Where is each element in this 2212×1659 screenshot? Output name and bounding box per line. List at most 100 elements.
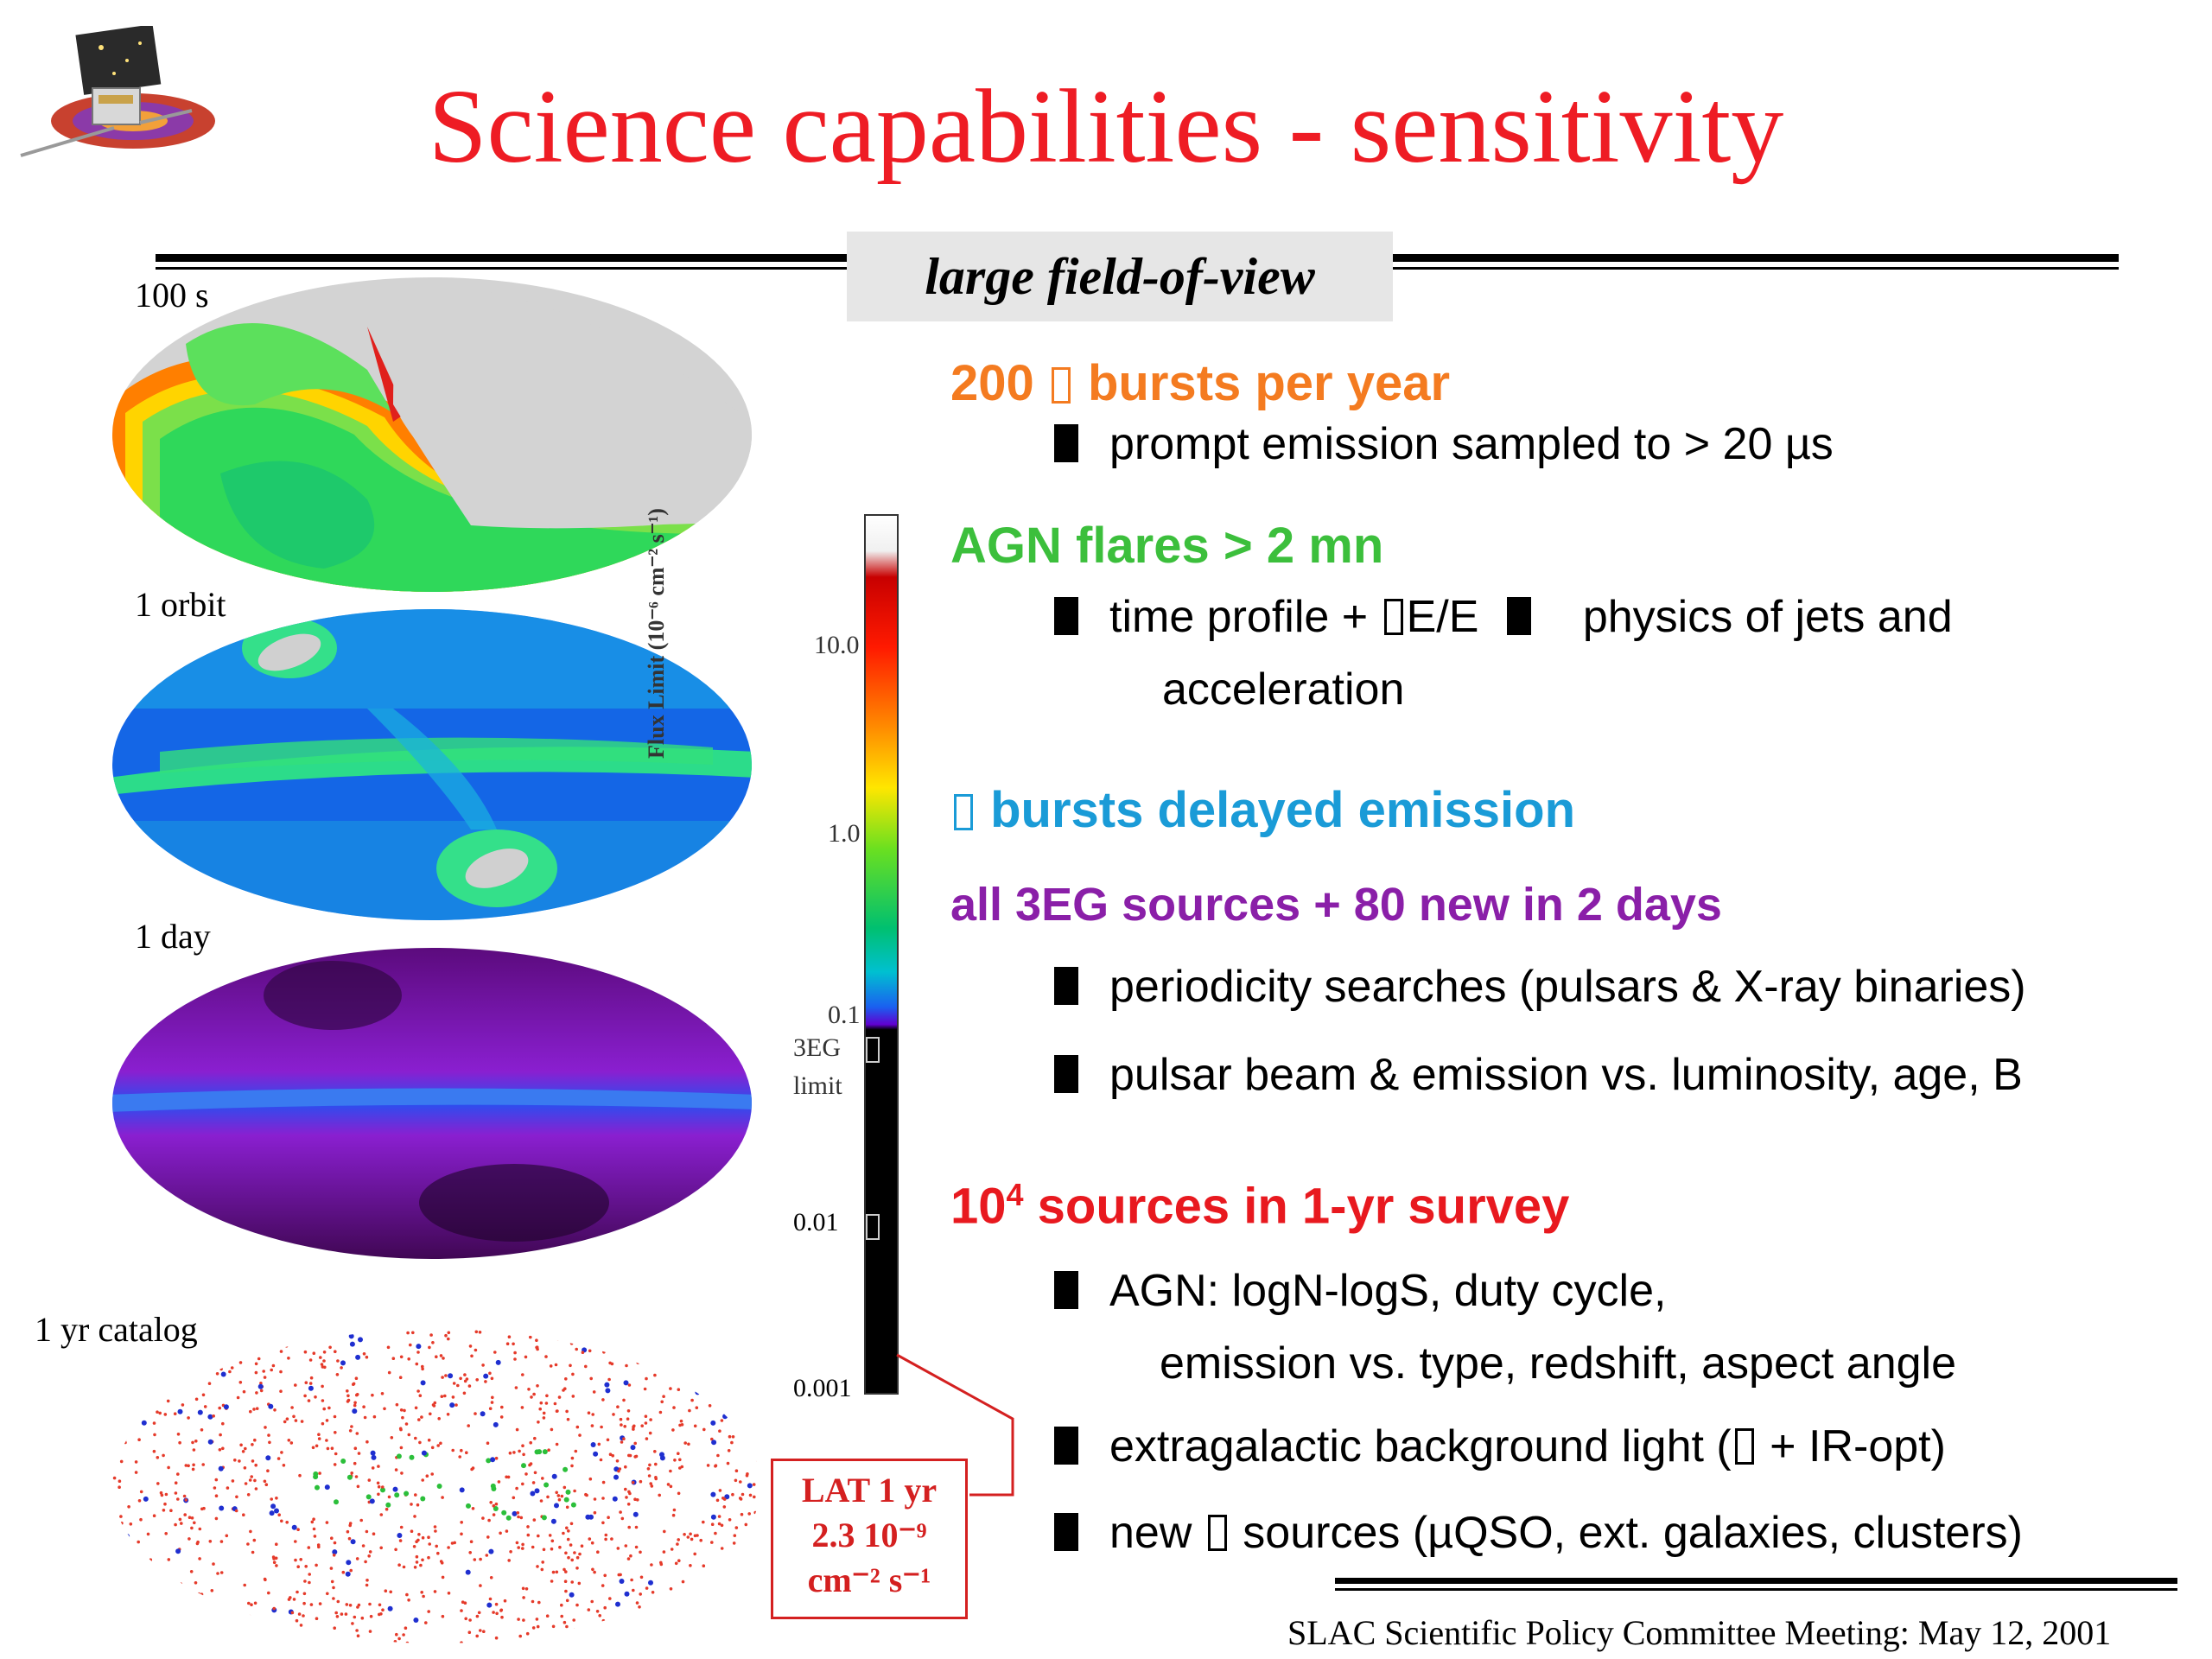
catalog-source-dot [134,1329,137,1333]
lat-sensitivity-box: LAT 1 yr 2.3 10⁻⁹ cm⁻² s⁻¹ [771,1459,968,1619]
catalog-source-dot [623,1425,626,1428]
catalog-source-dot [534,1488,540,1494]
catalog-source-dot [300,1634,303,1638]
catalog-source-dot [134,1411,137,1415]
catalog-source-dot [264,1578,267,1582]
catalog-source-dot [177,1408,183,1414]
catalog-source-dot [369,1498,375,1504]
catalog-source-dot [244,1482,248,1485]
map-label-catalog: 1 yr catalog [35,1310,198,1349]
catalog-source-dot [669,1587,673,1591]
catalog-source-dot [365,1355,369,1359]
catalog-source-dot [174,1491,178,1495]
catalog-source-dot [527,1388,531,1391]
catalog-source-dot [570,1502,576,1508]
catalog-source-dot [251,1616,254,1620]
catalog-source-dot [370,1450,376,1456]
catalog-source-dot [564,1570,568,1573]
catalog-source-dot [376,1481,380,1485]
catalog-source-dot [702,1564,706,1567]
catalog-source-dot [615,1459,620,1463]
catalog-source-dot [593,1510,597,1515]
delayed-emission-heading: bursts delayed emission [950,781,1575,839]
catalog-source-dot [565,1489,571,1495]
catalog-source-dot [563,1567,566,1572]
catalog-source-dot [206,1359,210,1363]
catalog-source-dot [240,1343,245,1347]
catalog-source-dot [144,1607,149,1611]
catalog-source-dot [138,1644,142,1648]
catalog-source-dot [219,1571,224,1574]
catalog-source-dot [254,1362,258,1366]
catalog-source-dot [634,1545,639,1549]
catalog-source-dot [490,1376,494,1381]
catalog-source-dot [410,1529,414,1533]
catalog-source-dot [734,1478,738,1483]
delta-symbol-icon [1383,599,1403,635]
catalog-source-dot [244,1630,247,1634]
catalog-source-dot [557,1497,562,1502]
survey-heading: 104 sources in 1-yr survey [950,1177,1570,1235]
catalog-source-dot [488,1371,492,1376]
catalog-source-dot [706,1596,710,1600]
catalog-source-dot [143,1329,148,1332]
catalog-source-dot [332,1554,336,1557]
catalog-source-dot [285,1521,289,1524]
catalog-source-dot [130,1560,134,1563]
catalog-source-dot [710,1491,716,1497]
catalog-source-dot [587,1411,591,1414]
catalog-source-dot [708,1404,712,1408]
survey-bullet: AGN: logN-logS, duty cycle, [1054,1265,1666,1317]
catalog-source-dot [259,1389,264,1393]
catalog-source-dot [447,1546,450,1549]
subtitle-box: large field-of-view [847,232,1393,321]
catalog-source-dot [347,1536,352,1541]
catalog-source-dot [154,1372,158,1376]
catalog-source-dot [335,1615,340,1618]
catalog-source-dot [274,1508,279,1514]
catalog-source-dot [479,1629,482,1632]
catalog-source-dot [137,1344,141,1349]
catalog-source-dot [573,1628,576,1632]
catalog-source-dot [635,1601,639,1605]
catalog-source-dot [183,1370,189,1376]
catalog-source-dot [143,1496,149,1502]
catalog-source-dot [475,1634,479,1638]
survey-bullet: extragalactic background light ( + IR-op… [1054,1421,1946,1472]
catalog-source-dot [534,1449,540,1455]
catalog-source-dot [417,1418,421,1421]
catalog-source-dot [752,1483,756,1486]
catalog-source-dot [179,1332,183,1336]
catalog-source-dot [481,1516,485,1520]
catalog-source-dot [760,1353,764,1357]
catalog-source-dot [355,1557,359,1560]
catalog-source-dot [409,1343,412,1347]
catalog-source-dot [437,1417,442,1421]
catalog-source-dot [192,1448,196,1452]
catalog-source-dot [322,1351,327,1354]
catalog-source-dot [294,1383,297,1387]
catalog-source-dot [564,1589,568,1593]
catalog-source-dot [303,1394,307,1398]
catalog-source-dot [601,1584,605,1587]
catalog-source-dot [531,1599,535,1604]
catalog-source-dot [198,1527,202,1531]
catalog-source-dot [139,1358,143,1362]
catalog-source-dot [604,1382,610,1388]
catalog-source-dot [148,1363,151,1367]
catalog-source-dot [124,1640,127,1643]
catalog-source-dot [168,1355,171,1358]
catalog-source-dot [468,1551,472,1554]
catalog-source-dot [299,1558,302,1561]
catalog-source-dot [214,1516,219,1521]
catalog-source-dot [617,1469,620,1473]
catalog-source-dot [220,1371,226,1377]
catalog-source-dot [265,1455,271,1461]
catalog-source-dot [578,1552,582,1556]
sky-map-orbit [112,609,752,920]
catalog-source-dot [225,1534,229,1538]
catalog-source-dot [308,1382,313,1385]
catalog-source-dot [624,1487,627,1491]
catalog-source-dot [162,1345,165,1350]
catalog-source-dot [290,1406,294,1409]
